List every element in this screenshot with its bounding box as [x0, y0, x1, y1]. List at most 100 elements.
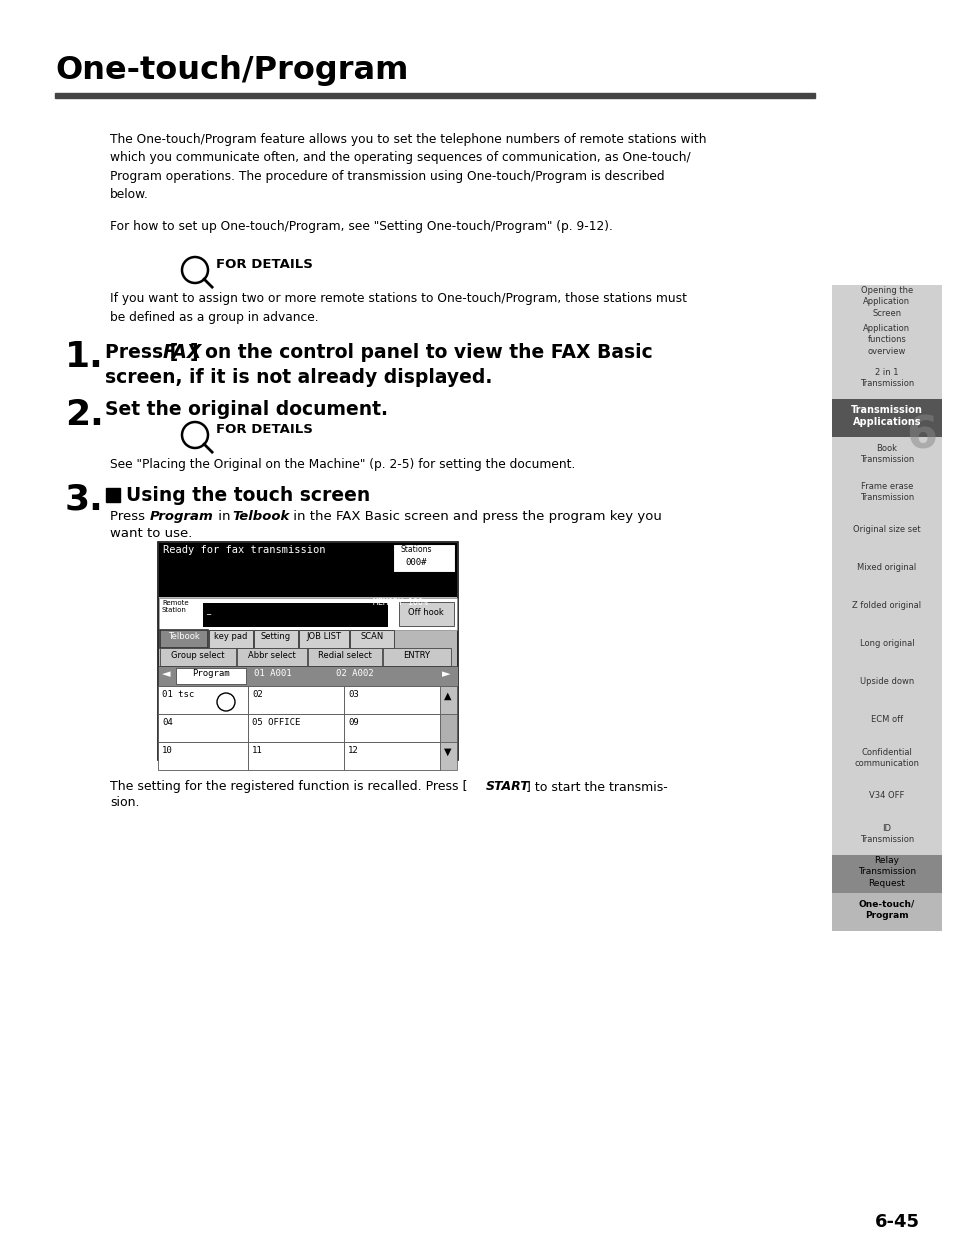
Text: Off hook: Off hook	[408, 608, 443, 618]
Text: 6: 6	[905, 415, 936, 457]
Bar	[831, 818, 941, 855]
Text: Abbr select: Abbr select	[248, 651, 295, 659]
Bar	[831, 741, 941, 779]
Text: ▼: ▼	[444, 747, 452, 757]
Text: screen, if it is not already displayed.: screen, if it is not already displayed.	[105, 368, 492, 387]
Text: Long original: Long original	[859, 640, 913, 648]
Text: Setting: Setting	[261, 632, 291, 641]
Bar	[203, 603, 388, 627]
Text: Confidential
communication: Confidential communication	[854, 748, 919, 768]
Text: FOR DETAILS: FOR DETAILS	[215, 258, 313, 270]
Bar	[831, 627, 941, 664]
Bar	[158, 742, 248, 769]
Text: SCAN: SCAN	[360, 632, 383, 641]
Text: in: in	[213, 510, 234, 522]
Text: 6-45: 6-45	[874, 1213, 919, 1231]
Bar	[831, 703, 941, 741]
Bar	[831, 589, 941, 627]
Bar	[209, 630, 253, 648]
Text: Telbook: Telbook	[168, 632, 200, 641]
Text: Telbook: Telbook	[232, 510, 289, 522]
Text: 000#: 000#	[405, 558, 426, 567]
Bar	[831, 855, 941, 893]
Bar	[382, 648, 451, 666]
Text: Z folded original: Z folded original	[852, 601, 921, 610]
Text: If you want to assign two or more remote stations to One-touch/Program, those st: If you want to assign two or more remote…	[110, 291, 686, 324]
Bar	[159, 543, 456, 597]
Text: sion.: sion.	[110, 797, 139, 809]
Text: Group select: Group select	[172, 651, 225, 659]
Bar	[298, 630, 349, 648]
Bar	[439, 714, 456, 742]
Bar	[308, 648, 381, 666]
Text: Stations: Stations	[400, 545, 432, 555]
Bar	[831, 285, 941, 324]
Bar	[831, 361, 941, 399]
Text: _: _	[206, 606, 210, 615]
Text: ENTRY: ENTRY	[403, 651, 430, 659]
Text: Program: Program	[192, 669, 230, 678]
Text: Relay
Transmission
Request: Relay Transmission Request	[857, 856, 915, 888]
Text: ECM off: ECM off	[870, 715, 902, 725]
Text: MEMORY 100%: MEMORY 100%	[373, 598, 428, 606]
Bar	[831, 437, 941, 475]
Bar	[175, 668, 246, 684]
Text: 12: 12	[348, 746, 358, 755]
Text: 04: 04	[162, 718, 172, 727]
Text: 10: 10	[162, 746, 172, 755]
Bar	[158, 542, 457, 760]
Text: 09: 09	[348, 718, 358, 727]
Text: Using the touch screen: Using the touch screen	[126, 487, 370, 505]
Text: in the FAX Basic screen and press the program key you: in the FAX Basic screen and press the pr…	[289, 510, 661, 522]
Text: Press [: Press [	[105, 343, 178, 362]
Bar	[831, 664, 941, 703]
Text: 01 tsc: 01 tsc	[162, 690, 194, 699]
Text: FAX: FAX	[163, 343, 202, 362]
Text: For how to set up One-touch/Program, see "Setting One-touch/Program" (p. 9-12).: For how to set up One-touch/Program, see…	[110, 220, 612, 233]
Bar	[344, 742, 439, 769]
Text: 11: 11	[252, 746, 262, 755]
Bar	[236, 648, 307, 666]
Text: Frame erase
Transmission: Frame erase Transmission	[859, 482, 913, 503]
Bar	[831, 324, 941, 361]
Bar	[831, 551, 941, 589]
Text: Press: Press	[110, 510, 149, 522]
Text: Set the original document.: Set the original document.	[105, 400, 388, 419]
Text: Remote
Station: Remote Station	[162, 600, 189, 614]
Bar	[159, 598, 456, 630]
Bar	[393, 543, 455, 572]
Text: ] on the control panel to view the FAX Basic: ] on the control panel to view the FAX B…	[190, 343, 652, 362]
Bar	[439, 742, 456, 769]
Text: FOR DETAILS: FOR DETAILS	[215, 424, 313, 436]
Text: One-touch/Program: One-touch/Program	[55, 56, 408, 86]
Bar	[55, 93, 814, 98]
Text: Application
functions
overview: Application functions overview	[862, 325, 909, 356]
Text: ID
Transmission: ID Transmission	[859, 824, 913, 844]
Bar	[253, 630, 297, 648]
Text: 2.: 2.	[65, 398, 104, 432]
Bar	[158, 714, 248, 742]
Bar	[439, 685, 456, 714]
Bar	[158, 666, 457, 685]
Bar	[160, 630, 208, 648]
Text: want to use.: want to use.	[110, 527, 193, 540]
Text: Transmission
Applications: Transmission Applications	[850, 405, 922, 427]
Text: Ready for fax transmission: Ready for fax transmission	[163, 545, 325, 555]
Text: Original size set: Original size set	[852, 526, 920, 535]
Bar	[344, 685, 439, 714]
Text: The One-touch/Program feature allows you to set the telephone numbers of remote : The One-touch/Program feature allows you…	[110, 133, 706, 201]
Text: 02 A002: 02 A002	[335, 669, 374, 678]
Text: See "Placing the Original on the Machine" (p. 2-5) for setting the document.: See "Placing the Original on the Machine…	[110, 458, 575, 471]
Bar	[398, 601, 454, 626]
Text: JOB LIST: JOB LIST	[306, 632, 341, 641]
Bar	[160, 648, 235, 666]
Text: The setting for the registered function is recalled. Press [: The setting for the registered function …	[110, 781, 467, 793]
Text: 05 OFFICE: 05 OFFICE	[252, 718, 300, 727]
Text: ►: ►	[441, 669, 450, 679]
Text: 2 in 1
Transmission: 2 in 1 Transmission	[859, 368, 913, 388]
Text: Upside down: Upside down	[859, 678, 913, 687]
Bar	[350, 630, 394, 648]
Text: 03: 03	[348, 690, 358, 699]
Text: Redial select: Redial select	[317, 651, 372, 659]
Bar	[831, 779, 941, 818]
